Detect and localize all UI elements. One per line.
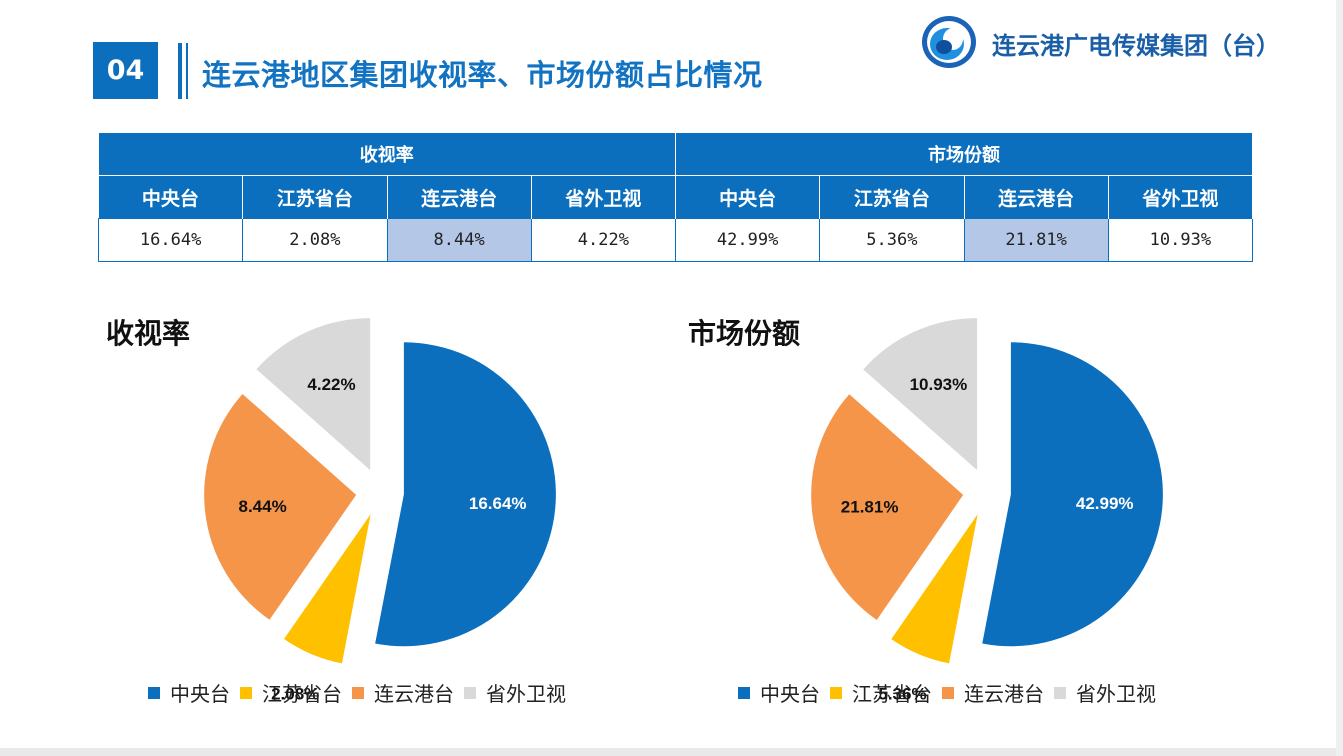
pie-slice bbox=[204, 393, 357, 620]
pie-data-label: 10.93% bbox=[910, 375, 968, 394]
chart-title-ratings: 收视率 bbox=[106, 317, 191, 350]
legend-swatch bbox=[240, 686, 252, 699]
legend-item: 省外卫视 bbox=[464, 678, 566, 707]
column-header: 连云港台 bbox=[387, 175, 532, 219]
pie-data-label: 16.64% bbox=[469, 494, 527, 513]
legend-label: 中央台 bbox=[760, 682, 820, 706]
pie-slice bbox=[982, 342, 1163, 647]
legend-item: 连云港台 bbox=[352, 678, 454, 707]
pie-slice bbox=[863, 318, 978, 471]
table-cell: 10.93% bbox=[1107, 218, 1254, 262]
legend-swatch bbox=[464, 686, 476, 699]
table-cell: 2.08% bbox=[242, 218, 388, 262]
pie-data-label: 42.99% bbox=[1076, 494, 1134, 513]
table-cell: 5.36% bbox=[819, 218, 965, 262]
column-header: 省外卫视 bbox=[531, 175, 677, 219]
pie-slice bbox=[811, 394, 964, 620]
legend-label: 中央台 bbox=[170, 682, 230, 706]
legend-swatch bbox=[148, 686, 160, 699]
legend-label: 省外卫视 bbox=[1076, 682, 1156, 706]
pie-data-label: 8.44% bbox=[238, 497, 286, 516]
pie-data-label: 21.81% bbox=[841, 497, 899, 516]
legend-item: 江苏省台 bbox=[240, 678, 342, 707]
pie-slice bbox=[891, 514, 978, 664]
column-header: 连云港台 bbox=[964, 175, 1109, 219]
legend-item: 中央台 bbox=[738, 678, 820, 707]
legend-label: 连云港台 bbox=[374, 682, 454, 706]
legend-swatch bbox=[1054, 686, 1066, 699]
legend-swatch bbox=[352, 686, 364, 699]
legend-item: 江苏省台 bbox=[830, 678, 932, 707]
legend-item: 中央台 bbox=[148, 678, 230, 707]
table-cell-highlight: 8.44% bbox=[386, 218, 532, 262]
table-cell-highlight: 21.81% bbox=[963, 218, 1109, 262]
table-cell: 16.64% bbox=[97, 218, 244, 262]
legend-item: 连云港台 bbox=[942, 678, 1044, 707]
frame-right-edge bbox=[1336, 0, 1343, 756]
pie-data-label: 2.08% bbox=[271, 684, 319, 703]
legend-label: 省外卫视 bbox=[486, 682, 566, 706]
table-cell: 42.99% bbox=[674, 218, 821, 262]
group-header-ratings: 收视率 bbox=[98, 133, 676, 176]
org-name: 连云港广电传媒集团（台） bbox=[992, 32, 1280, 60]
legend-swatch bbox=[830, 686, 842, 699]
group-header-market-share: 市场份额 bbox=[675, 133, 1253, 176]
legend-swatch bbox=[942, 686, 954, 699]
legend-label: 连云港台 bbox=[964, 682, 1044, 706]
page-title: 连云港地区集团收视率、市场份额占比情况 bbox=[202, 58, 763, 92]
pie-slice bbox=[375, 342, 556, 647]
legend-label: 江苏省台 bbox=[852, 682, 932, 706]
chart-title-market-share: 市场份额 bbox=[688, 317, 801, 350]
pie-slice bbox=[256, 318, 371, 471]
column-header: 省外卫视 bbox=[1108, 175, 1254, 219]
logo-icon bbox=[922, 16, 976, 68]
ratings-table: 收视率 市场份额 中央台 江苏省台 连云港台 省外卫视 中央台 江苏省台 连云港… bbox=[97, 133, 1254, 262]
table-cell: 4.22% bbox=[530, 218, 677, 262]
pie-data-label: 4.22% bbox=[307, 375, 355, 394]
title-divider bbox=[178, 43, 182, 99]
legend-item: 省外卫视 bbox=[1054, 678, 1156, 707]
pie-data-label: 5.36% bbox=[878, 685, 926, 704]
column-header: 中央台 bbox=[98, 175, 244, 219]
legend-label: 江苏省台 bbox=[262, 682, 342, 706]
section-number-badge: 04 bbox=[93, 42, 158, 99]
title-divider-thin bbox=[186, 43, 188, 99]
column-header: 中央台 bbox=[675, 175, 821, 219]
column-header: 江苏省台 bbox=[242, 175, 388, 219]
legend-swatch bbox=[738, 686, 750, 699]
legend-ratings: 中央台 江苏省台 连云港台 省外卫视 bbox=[148, 678, 576, 707]
frame-bottom-edge bbox=[0, 748, 1343, 756]
column-header: 江苏省台 bbox=[819, 175, 965, 219]
pie-slice bbox=[284, 514, 371, 664]
legend-market-share: 中央台 江苏省台 连云港台 省外卫视 bbox=[738, 678, 1166, 707]
